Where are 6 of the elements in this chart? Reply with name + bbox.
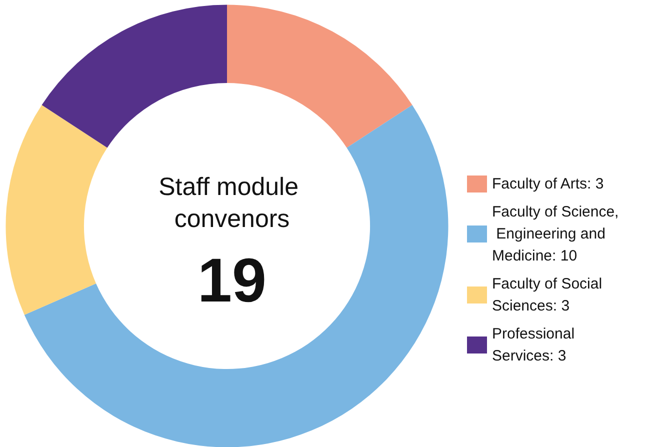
text: Staff module convenors: [158, 173, 306, 233]
legend-label: Faculty of Social Sciences: 3: [492, 276, 606, 314]
legend-label: Faculty of Arts: 3: [492, 176, 604, 192]
legend-label: Professional Services: 3: [492, 326, 579, 364]
legend-label: Faculty of Science, Engineering and Medicine: 10: [492, 204, 619, 264]
text: 19: [198, 246, 266, 316]
